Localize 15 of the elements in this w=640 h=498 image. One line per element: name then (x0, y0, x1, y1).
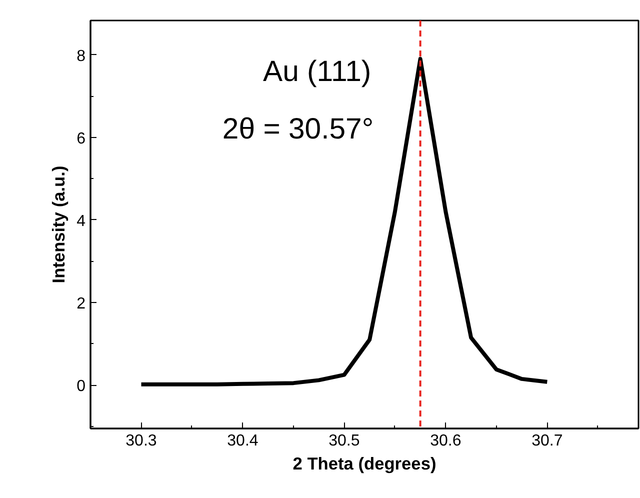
y-tick-label: 8 (76, 48, 86, 65)
x-tick-label: 30.6 (430, 432, 462, 450)
x-axis-title: 2 Theta (degrees) (292, 454, 436, 474)
y-axis-title: Intensity (a.u.) (48, 166, 69, 284)
annotation: 2θ = 30.57° (222, 112, 374, 146)
x-tick-label: 30.3 (126, 432, 157, 450)
x-tick-label: 30.4 (227, 432, 258, 450)
annotation: Au (111) (263, 54, 372, 88)
x-tick-label: 30.5 (328, 432, 360, 450)
line-series (139, 56, 550, 386)
y-tick-label: 6 (76, 130, 86, 148)
y-tick-label: 4 (76, 212, 86, 230)
y-tick-label: 2 (76, 296, 86, 313)
y-tick-label: 0 (76, 378, 86, 396)
x-tick-label: 30.7 (532, 432, 563, 450)
